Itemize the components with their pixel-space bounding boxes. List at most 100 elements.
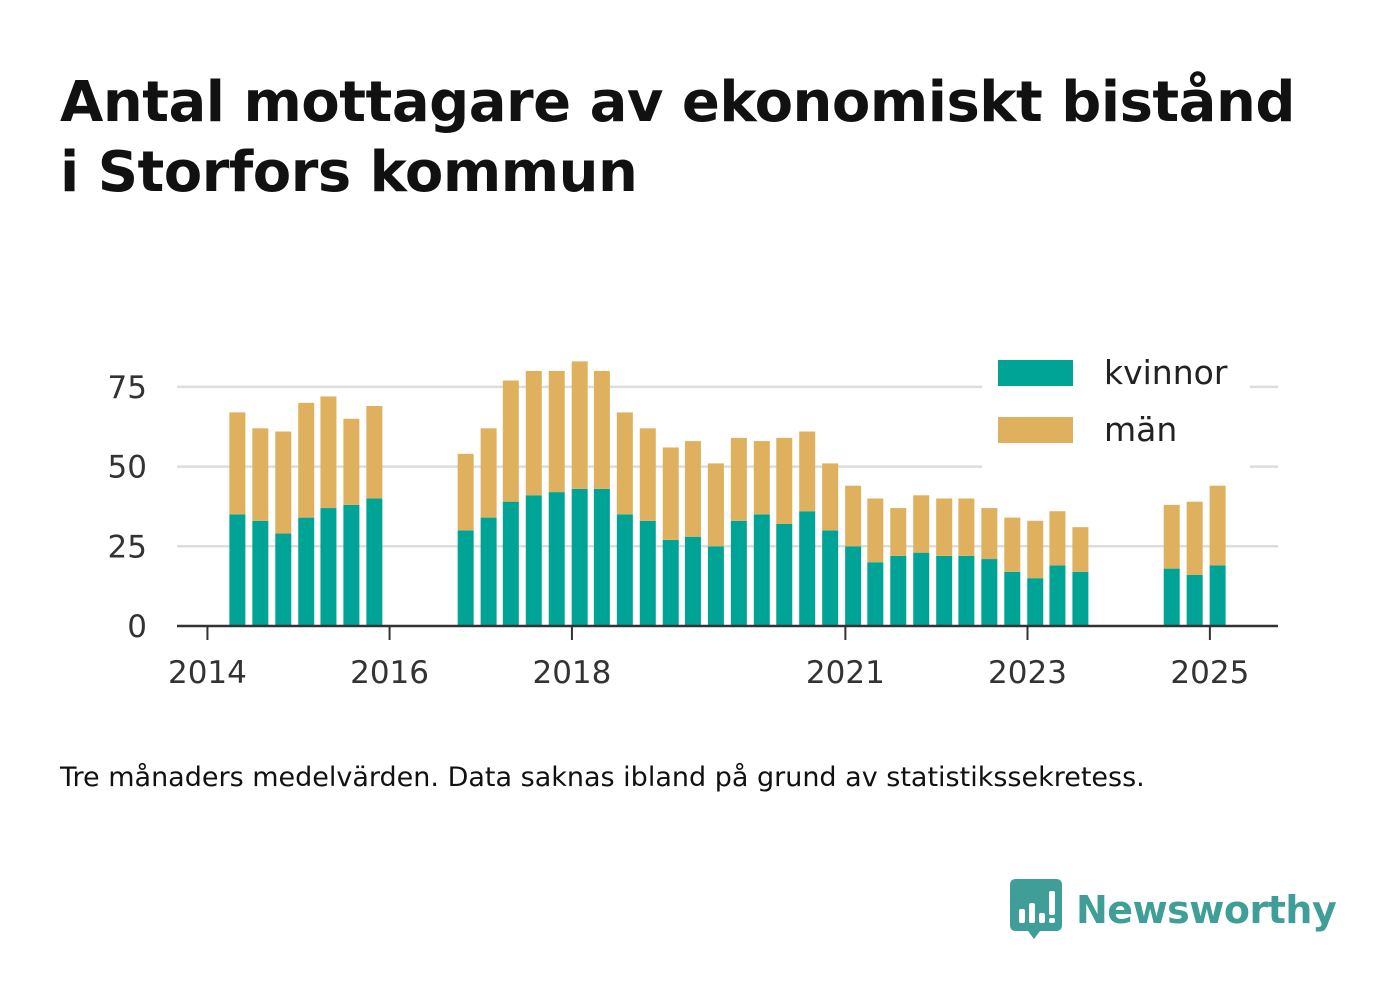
bar-kvinnor-2016-11 — [457, 530, 474, 626]
bar-kvinnor-2019-11 — [730, 520, 747, 626]
x-tick-label-2016: 2016 — [350, 655, 429, 691]
bar-kvinnor-2024-11 — [1186, 574, 1203, 626]
bar-kvinnor-2021-05 — [867, 562, 884, 626]
bar-män-2022-02 — [936, 498, 953, 556]
bar-män-2020-02 — [753, 441, 770, 515]
bar-kvinnor-2017-11 — [548, 492, 565, 626]
bar-män-2021-08 — [890, 508, 907, 556]
bar-män-2014-11 — [275, 431, 292, 534]
legend-swatch-kvinnor — [998, 360, 1073, 386]
bar-män-2022-08 — [981, 508, 998, 560]
bar-män-2019-05 — [684, 441, 701, 537]
bar-män-2015-11 — [366, 406, 383, 499]
x-tick-label-2023: 2023 — [988, 655, 1067, 691]
brand-name: Newsworthy — [1076, 888, 1337, 932]
chart-title: Antal mottagare av ekonomiskt bistånd i … — [60, 68, 1340, 208]
bar-män-2024-08 — [1163, 504, 1180, 569]
bar-kvinnor-2018-08 — [616, 514, 633, 626]
bar-kvinnor-2022-11 — [1004, 571, 1021, 626]
stacked-bar-chart: 0 25 50 75 2014 2016 2018 2021 2023 2025 kvinnor m… — [108, 352, 1278, 691]
bar-kvinnor-2015-11 — [366, 498, 383, 626]
bar-kvinnor-2014-05 — [229, 514, 246, 626]
bar-kvinnor-2020-08 — [799, 511, 816, 626]
bars — [229, 361, 1226, 626]
bar-män-2020-08 — [799, 431, 816, 512]
bar-kvinnor-2022-02 — [936, 555, 953, 626]
bar-män-2017-05 — [502, 380, 519, 502]
bar-kvinnor-2019-08 — [707, 546, 724, 626]
bar-chart-speech-icon — [1010, 879, 1062, 939]
footnote: Tre månaders medelvärden. Data saknas ib… — [60, 762, 1145, 793]
bar-kvinnor-2020-02 — [753, 514, 770, 626]
bar-kvinnor-2019-05 — [684, 536, 701, 626]
brand-logo[interactable]: Newsworthy — [1010, 878, 1337, 942]
x-tick-label-2014: 2014 — [168, 655, 247, 691]
bar-män-2014-05 — [229, 412, 246, 515]
bar-män-2019-08 — [707, 463, 724, 547]
bar-kvinnor-2015-05 — [320, 508, 337, 626]
bar-män-2014-08 — [252, 428, 269, 521]
bar-män-2015-02 — [298, 402, 315, 518]
bar-män-2018-02 — [571, 361, 588, 489]
bar-kvinnor-2025-02 — [1209, 565, 1226, 626]
bar-män-2021-11 — [913, 495, 930, 553]
bar-kvinnor-2021-11 — [913, 552, 930, 626]
bar-män-2019-11 — [730, 437, 747, 521]
y-tick-label-0: 0 — [127, 609, 147, 645]
bar-män-2024-11 — [1186, 501, 1203, 575]
bar-kvinnor-2024-08 — [1163, 568, 1180, 626]
bar-män-2018-08 — [616, 412, 633, 515]
bar-kvinnor-2018-05 — [593, 488, 610, 626]
bar-kvinnor-2021-02 — [845, 546, 862, 626]
bar-män-2020-11 — [822, 463, 839, 531]
bar-kvinnor-2023-05 — [1049, 565, 1066, 626]
bar-kvinnor-2018-11 — [639, 520, 656, 626]
y-tick-label-25: 25 — [108, 529, 147, 565]
bar-män-2023-02 — [1027, 520, 1044, 579]
x-tick-label-2021: 2021 — [806, 655, 885, 691]
bar-kvinnor-2020-11 — [822, 530, 839, 626]
chart-title-line-1: Antal mottagare av ekonomiskt bistånd — [60, 70, 1295, 135]
bar-kvinnor-2020-05 — [776, 523, 793, 626]
bar-kvinnor-2022-05 — [958, 555, 975, 626]
bar-män-2017-02 — [480, 428, 497, 518]
bar-kvinnor-2017-05 — [502, 501, 519, 626]
bar-kvinnor-2019-02 — [662, 539, 679, 626]
bar-män-2023-08 — [1072, 527, 1089, 572]
legend-swatch-män — [998, 417, 1073, 443]
bar-män-2018-11 — [639, 428, 656, 521]
bar-kvinnor-2018-02 — [571, 488, 588, 626]
bar-män-2016-11 — [457, 453, 474, 531]
chart-title-line-2: i Storfors kommun — [60, 140, 638, 205]
axes: 0 25 50 75 2014 2016 2018 2021 2023 2025 — [108, 370, 1278, 691]
bar-kvinnor-2021-08 — [890, 555, 907, 626]
bar-kvinnor-2017-08 — [525, 495, 542, 626]
bar-män-2022-05 — [958, 498, 975, 556]
x-tick-label-2018: 2018 — [532, 655, 611, 691]
bar-män-2018-05 — [593, 370, 610, 489]
bar-män-2015-08 — [343, 418, 360, 505]
bar-män-2017-08 — [525, 370, 542, 496]
bar-män-2022-11 — [1004, 517, 1021, 572]
bar-kvinnor-2017-02 — [480, 517, 497, 626]
y-tick-label-75: 75 — [108, 370, 147, 406]
bar-män-2025-02 — [1209, 485, 1226, 566]
bar-män-2015-05 — [320, 396, 337, 509]
legend-label-män: män — [1104, 410, 1177, 449]
bar-män-2017-11 — [548, 370, 565, 493]
bar-kvinnor-2023-02 — [1027, 578, 1044, 626]
y-tick-label-50: 50 — [108, 450, 147, 486]
bar-män-2021-02 — [845, 485, 862, 547]
bar-kvinnor-2015-02 — [298, 517, 315, 626]
bar-män-2020-05 — [776, 437, 793, 524]
bar-kvinnor-2023-08 — [1072, 571, 1089, 626]
legend-label-kvinnor: kvinnor — [1104, 353, 1228, 392]
bar-män-2023-05 — [1049, 511, 1066, 566]
bar-kvinnor-2015-08 — [343, 504, 360, 626]
bar-kvinnor-2014-11 — [275, 533, 292, 626]
legend: kvinnor män — [982, 352, 1250, 470]
x-tick-label-2025: 2025 — [1170, 655, 1249, 691]
bar-män-2021-05 — [867, 498, 884, 563]
bar-kvinnor-2014-08 — [252, 520, 269, 626]
bar-kvinnor-2022-08 — [981, 559, 998, 626]
